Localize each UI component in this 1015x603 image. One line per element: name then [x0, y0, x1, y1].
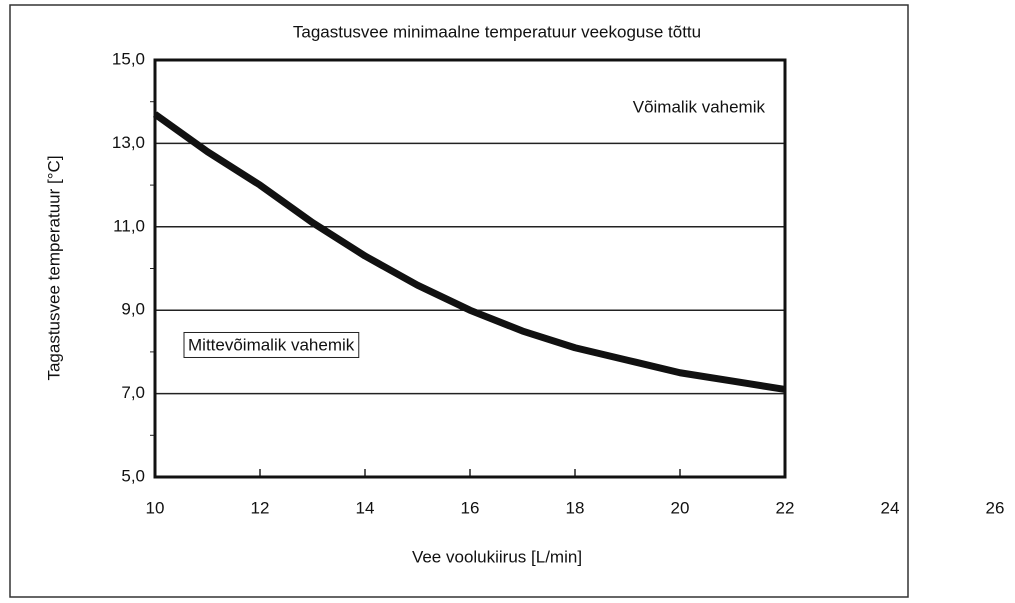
y-tick-label: 15,0: [112, 49, 145, 68]
x-tick-label: 18: [566, 498, 585, 517]
x-axis-label: Vee voolukiirus [L/min]: [412, 547, 582, 566]
x-tick-label: 22: [776, 498, 795, 517]
outer-frame: [9, 4, 909, 598]
plot-frame: [153, 58, 787, 479]
y-tick-label: 13,0: [112, 133, 145, 152]
y-tick-label: 11,0: [113, 216, 145, 235]
curve: [152, 111, 786, 393]
x-tick-label: 14: [356, 498, 375, 517]
x-tick-label: 12: [251, 498, 270, 517]
chart-title: Tagastusvee minimaalne temperatuur veeko…: [293, 22, 701, 41]
annotation: Mittevõimalik vahemik: [188, 335, 355, 354]
x-tick-label: 10: [146, 498, 165, 517]
x-tick-label: 20: [671, 498, 690, 517]
x-tick-label: 16: [461, 498, 480, 517]
x-tick-label: 26: [986, 498, 1005, 517]
x-tick-label: 24: [881, 498, 900, 517]
annotation-box: [183, 331, 360, 358]
y-tick-label: 5,0: [121, 466, 145, 485]
annotation: Võimalik vahemik: [633, 97, 766, 116]
y-tick-label: 9,0: [121, 300, 145, 319]
y-axis-label: Tagastusvee temperatuur [°C]: [44, 155, 63, 380]
y-tick-label: 7,0: [121, 383, 145, 402]
